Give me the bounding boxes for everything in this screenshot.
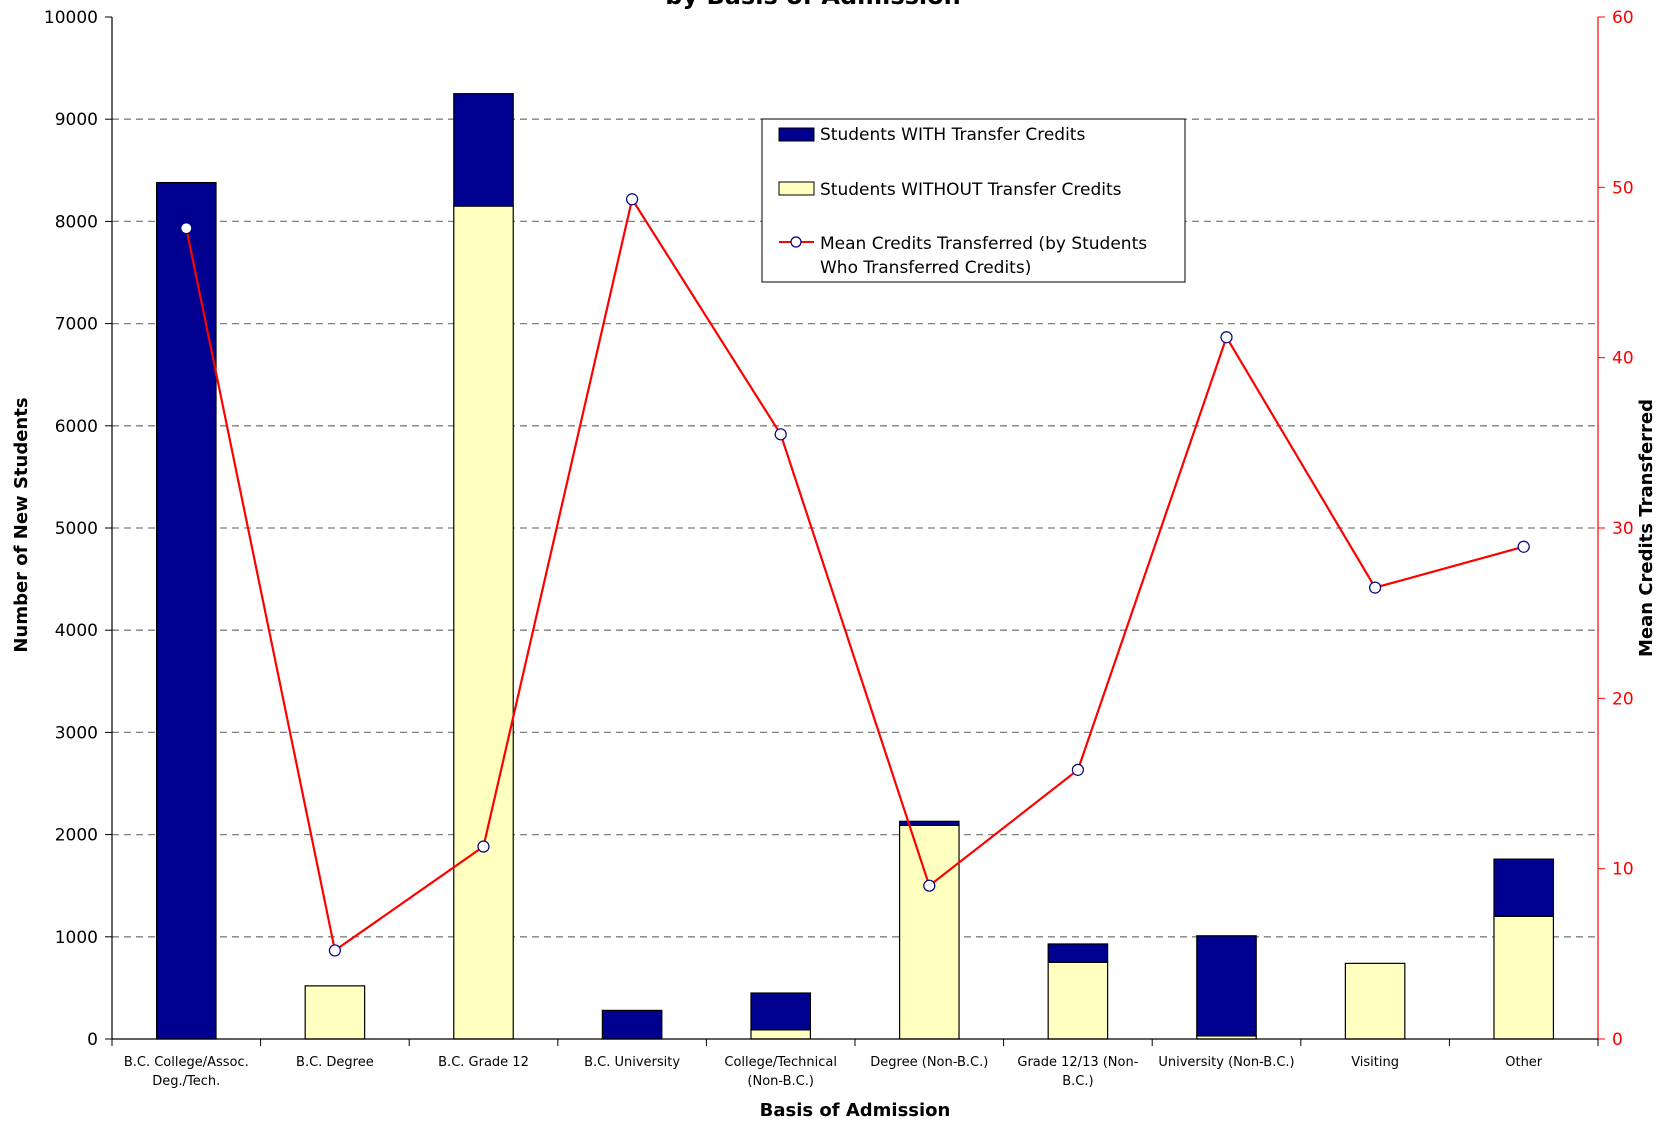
mean-credits-point xyxy=(180,222,193,235)
tick-labels: 0100020003000400050006000700080009000100… xyxy=(44,8,1634,1089)
y2-tick-label: 40 xyxy=(1612,349,1634,369)
legend-label-without-credits: Students WITHOUT Transfer Credits xyxy=(820,180,1122,200)
y2-tick-label: 10 xyxy=(1612,860,1634,880)
x-tick-label: University (Non-B.C.) xyxy=(1158,1055,1294,1070)
legend-swatch-with-credits xyxy=(778,127,815,142)
y2-tick-label: 60 xyxy=(1612,8,1634,28)
mean-credits-point xyxy=(625,193,639,206)
x-tick-label: B.C. College/Assoc. xyxy=(124,1055,249,1070)
x-tick-label: Grade 12/13 (Non- xyxy=(1017,1055,1138,1070)
legend-label-with-credits: Students WITH Transfer Credits xyxy=(820,125,1085,145)
y-tick-label: 0 xyxy=(87,1030,98,1050)
bar-with-credits xyxy=(601,1009,663,1040)
mean-credits-point xyxy=(923,879,936,892)
y-tick-label: 7000 xyxy=(55,315,98,335)
bar-with-credits xyxy=(453,93,514,207)
y-tick-label: 9000 xyxy=(55,110,98,130)
bar-without-credits xyxy=(898,824,960,1040)
y2-tick-label: 30 xyxy=(1612,519,1634,539)
legend-label-mean-credits-line2: Who Transferred Credits) xyxy=(820,258,1031,278)
chart-title: by Basis of Admission xyxy=(665,0,960,10)
x-tick-label: (Non-B.C.) xyxy=(747,1074,814,1089)
y-tick-label: 2000 xyxy=(55,826,98,846)
bar-without-credits xyxy=(750,1029,812,1040)
mean-credits-point xyxy=(477,840,490,853)
x-tick-label: College/Technical xyxy=(724,1055,837,1070)
bar-without-credits xyxy=(1047,961,1109,1040)
legend-line-marker xyxy=(790,236,802,248)
y2-tick-label: 20 xyxy=(1612,689,1634,709)
x-axis-title: Basis of Admission xyxy=(760,1100,951,1121)
gridlines xyxy=(112,118,1598,938)
axes xyxy=(105,16,1605,1046)
x-tick-label: Deg./Tech. xyxy=(152,1074,220,1089)
x-tick-label: Degree (Non-B.C.) xyxy=(870,1055,988,1070)
mean-credits-point xyxy=(328,944,341,957)
x-tick-label: Other xyxy=(1505,1055,1543,1070)
bar-without-credits xyxy=(1344,962,1406,1040)
y-tick-label: 4000 xyxy=(55,621,98,641)
mean-credits-polyline xyxy=(185,196,1524,953)
bar-with-credits xyxy=(898,820,960,827)
legend-box xyxy=(761,118,1186,283)
y2-axis-title: Mean Credits Transferred xyxy=(1636,399,1657,657)
x-tick-label: Visiting xyxy=(1351,1055,1399,1070)
y-tick-label: 1000 xyxy=(55,928,98,948)
y-tick-label: 6000 xyxy=(55,417,98,437)
legend-swatch-without-credits xyxy=(778,181,815,196)
x-tick-label: B.C. University xyxy=(584,1055,680,1070)
mean-credits-point xyxy=(774,428,787,441)
bar-with-credits xyxy=(750,992,812,1031)
bar-without-credits xyxy=(304,985,366,1040)
bar-without-credits xyxy=(453,205,514,1040)
y-tick-label: 10000 xyxy=(44,8,98,28)
y2-tick-label: 50 xyxy=(1612,178,1634,198)
bar-with-credits xyxy=(155,181,217,1040)
mean-credits-point xyxy=(1517,540,1530,553)
y-tick-label: 8000 xyxy=(55,212,98,232)
x-tick-label: B.C.) xyxy=(1062,1074,1093,1089)
x-tick-label: B.C. Degree xyxy=(296,1055,374,1070)
legend: Students WITH Transfer Credits Students … xyxy=(761,118,1186,283)
bar-with-credits xyxy=(1493,858,1555,917)
y-tick-label: 5000 xyxy=(55,519,98,539)
y-tick-label: 3000 xyxy=(55,723,98,743)
mean-credits-point xyxy=(1368,581,1382,594)
y-axis-title: Number of New Students xyxy=(11,397,32,652)
mean-credits-point xyxy=(1071,763,1085,776)
bar-with-credits xyxy=(1047,943,1109,963)
y2-tick-label: 0 xyxy=(1612,1030,1623,1050)
mean-credits-line xyxy=(180,193,1530,957)
legend-label-mean-credits-line1: Mean Credits Transferred (by Students xyxy=(820,234,1147,254)
bar-without-credits xyxy=(1493,915,1555,1040)
x-tick-label: B.C. Grade 12 xyxy=(438,1055,529,1070)
bar-with-credits xyxy=(1196,935,1257,1037)
mean-credits-point xyxy=(1220,331,1233,344)
